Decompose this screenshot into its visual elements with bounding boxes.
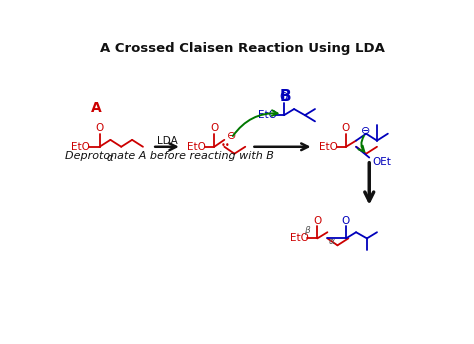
- Text: $\ominus$: $\ominus$: [226, 130, 237, 141]
- Text: A: A: [91, 101, 102, 115]
- Text: O: O: [342, 216, 350, 226]
- Text: $\alpha$: $\alpha$: [106, 152, 115, 163]
- Text: EtO: EtO: [71, 142, 90, 152]
- Text: EtO: EtO: [258, 110, 276, 120]
- Text: $\alpha$: $\alpha$: [328, 237, 336, 246]
- Text: ••: ••: [221, 141, 231, 150]
- Text: LDA: LDA: [156, 136, 177, 146]
- Text: A Crossed Claisen Reaction Using LDA: A Crossed Claisen Reaction Using LDA: [100, 42, 385, 55]
- Text: O: O: [95, 123, 104, 133]
- Text: O: O: [342, 123, 350, 133]
- Text: O: O: [210, 123, 219, 133]
- Text: O: O: [313, 216, 321, 226]
- Text: EtO: EtO: [187, 142, 206, 152]
- Text: $\beta$: $\beta$: [304, 224, 312, 237]
- Text: $\ominus$: $\ominus$: [360, 125, 371, 136]
- Text: EtO: EtO: [290, 233, 309, 244]
- Text: Deprotonate A before reacting with B: Deprotonate A before reacting with B: [65, 151, 274, 161]
- Text: OEt: OEt: [373, 157, 391, 167]
- Text: B: B: [280, 89, 292, 104]
- Text: O: O: [280, 93, 288, 103]
- Text: EtO: EtO: [319, 142, 338, 152]
